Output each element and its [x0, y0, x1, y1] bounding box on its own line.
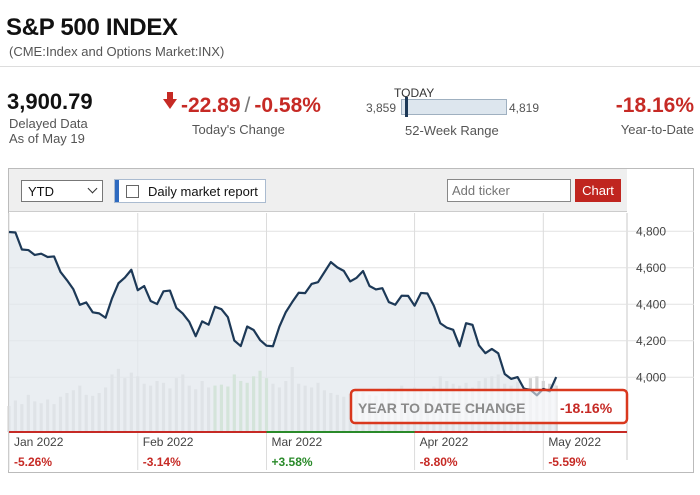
change-percent: -0.58% [254, 94, 321, 117]
chart-panel [8, 168, 694, 473]
daily-report-toggle[interactable]: Daily market report [114, 179, 266, 203]
daily-report-checkbox[interactable] [126, 185, 139, 198]
as-of-label: As of May 19 [9, 131, 85, 146]
range-today-label: TODAY [394, 86, 435, 100]
change-value: -22.89 [181, 94, 241, 117]
range-bar [401, 99, 507, 115]
delayed-info: Delayed Data As of May 19 [9, 116, 88, 146]
period-select-value: YTD [28, 184, 54, 199]
daily-report-label: Daily market report [148, 184, 258, 199]
ytd-label: Year-to-Date [620, 122, 694, 137]
last-price: 3,900.79 [7, 89, 93, 114]
period-select[interactable]: YTD [21, 180, 103, 202]
range-today-marker [405, 97, 409, 117]
ytd-value: -18.16% [615, 94, 694, 117]
change-separator: / [244, 94, 251, 117]
divider [0, 66, 700, 67]
page-title: S&P 500 INDEX [6, 14, 178, 41]
add-ticker-input[interactable] [447, 179, 571, 202]
toggle-accent [115, 180, 119, 202]
todays-change: -22.89/-0.58% [163, 92, 321, 118]
range-label: 52-Week Range [405, 123, 499, 138]
chevron-down-icon [87, 183, 98, 194]
todays-change-label: Today's Change [192, 122, 285, 137]
page-subtitle: (CME:Index and Options Market:INX) [9, 44, 225, 59]
delayed-label: Delayed Data [9, 116, 88, 131]
chart-button[interactable]: Chart [575, 179, 621, 202]
down-arrow-icon [163, 92, 177, 109]
range-low: 3,859 [366, 101, 397, 115]
range-high: 4,819 [509, 101, 540, 115]
